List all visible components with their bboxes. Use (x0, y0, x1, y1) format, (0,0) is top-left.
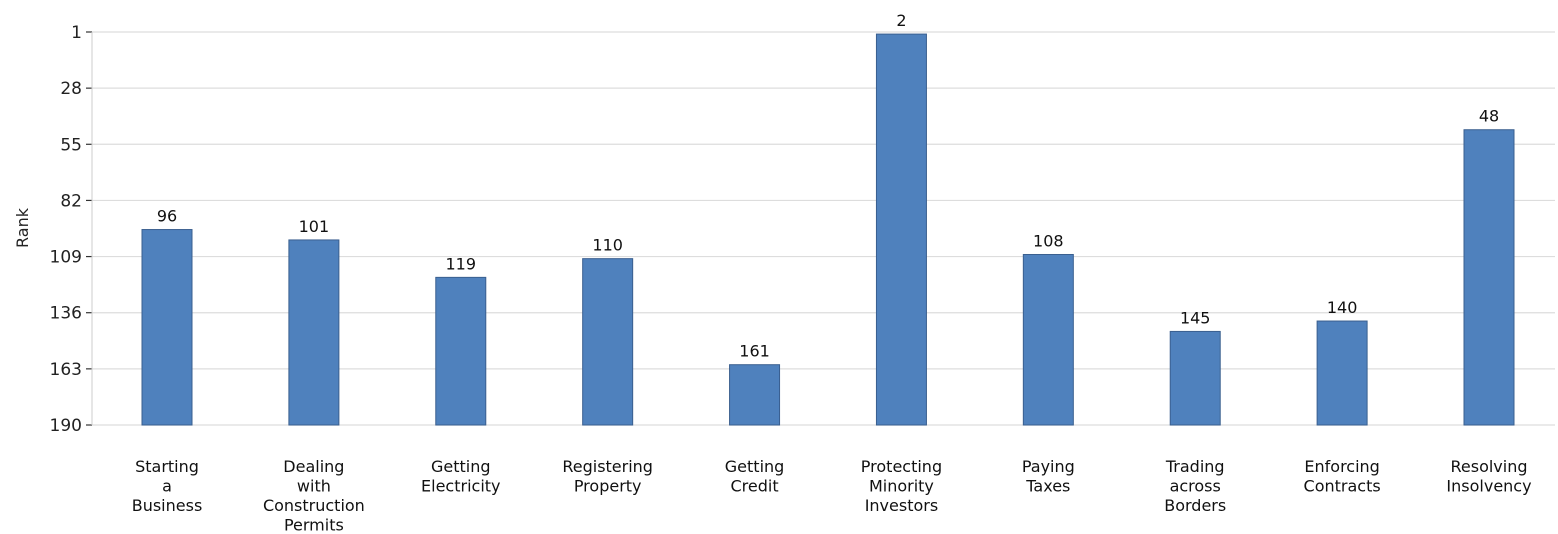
x-tick-label-line: Getting (725, 457, 785, 476)
data-label: 145 (1180, 308, 1211, 327)
data-label: 161 (739, 342, 770, 361)
data-label: 110 (592, 236, 623, 255)
x-tick-label-line: Investors (865, 496, 938, 515)
x-tick-label: Registering Property (562, 457, 653, 496)
x-tick-label-line: Getting (431, 457, 491, 476)
x-tick-label-line: Construction (263, 496, 365, 515)
y-tick-label: 136 (50, 304, 82, 324)
x-tick-label-line: Starting (135, 457, 199, 476)
x-tick-label: Getting Electricity (421, 457, 500, 496)
x-tick-label-line: Protecting (861, 457, 942, 476)
x-tick-label-line: Paying (1022, 457, 1075, 476)
y-tick-label: 109 (50, 248, 82, 268)
bar (729, 364, 781, 426)
x-tick-label-line: Insolvency (1446, 477, 1531, 496)
x-tick-label-line: Trading (1165, 457, 1225, 476)
data-label: 119 (446, 254, 477, 273)
bar (288, 239, 340, 426)
y-tick-label: 1 (71, 23, 82, 43)
x-tick-label: Enforcing Contracts (1304, 457, 1381, 496)
x-tick-label: Resolving Insolvency (1446, 457, 1531, 496)
x-tick-label-line: Enforcing (1304, 457, 1379, 476)
x-tick-label: Starting a Business (132, 457, 203, 515)
data-labels: 96 101 119 110 161 2 108 145 140 48 (157, 11, 1499, 361)
x-tick-label-line: Minority (869, 477, 934, 496)
x-tick-label: Dealing with Construction Permits (263, 457, 365, 534)
data-label: 2 (896, 11, 906, 30)
data-label: 96 (157, 207, 177, 226)
x-tick-label-line: with (297, 477, 331, 496)
x-tick-label-line: Permits (284, 516, 344, 534)
x-tick-label-line: across (1170, 477, 1221, 496)
y-axis: 1 28 55 82 109 136 163 190 (50, 23, 93, 436)
data-label: 101 (299, 217, 330, 236)
bars (141, 33, 1515, 426)
x-tick-label-line: Business (132, 496, 203, 515)
bar (141, 229, 193, 426)
x-tick-label: Trading across Borders (1164, 457, 1226, 515)
y-tick-label: 28 (60, 79, 82, 99)
bar (1316, 320, 1368, 426)
x-tick-label-line: Taxes (1025, 477, 1070, 496)
data-label: 140 (1327, 298, 1358, 317)
x-tick-label: Getting Credit (725, 457, 785, 496)
bar (435, 276, 487, 426)
bar (1022, 253, 1074, 426)
x-tick-label-line: Contracts (1304, 477, 1381, 496)
y-axis-title: Rank (13, 207, 32, 248)
x-tick-label-line: Resolving (1450, 457, 1527, 476)
x-tick-label: Paying Taxes (1022, 457, 1075, 496)
y-tick-label: 82 (60, 191, 82, 211)
data-label: 48 (1479, 107, 1499, 126)
x-tick-label-line: Property (574, 477, 642, 496)
x-tick-label-line: Dealing (283, 457, 344, 476)
data-label: 108 (1033, 231, 1064, 250)
x-tick-label-line: Electricity (421, 477, 500, 496)
x-tick-label-line: Credit (730, 477, 778, 496)
bar (875, 33, 927, 426)
bar (582, 258, 634, 426)
bar (1169, 330, 1221, 426)
x-tick-label-line: a (162, 477, 172, 496)
y-tick-label: 55 (60, 135, 82, 155)
x-tick-label-line: Registering (562, 457, 653, 476)
x-axis: Starting a Business Dealing with Construction… (132, 457, 1532, 534)
bar (1463, 129, 1515, 426)
y-tick-label: 163 (50, 360, 82, 380)
x-tick-label: Protecting Minority Investors (861, 457, 942, 515)
y-tick-label: 190 (50, 416, 82, 436)
x-tick-label-line: Borders (1164, 496, 1226, 515)
